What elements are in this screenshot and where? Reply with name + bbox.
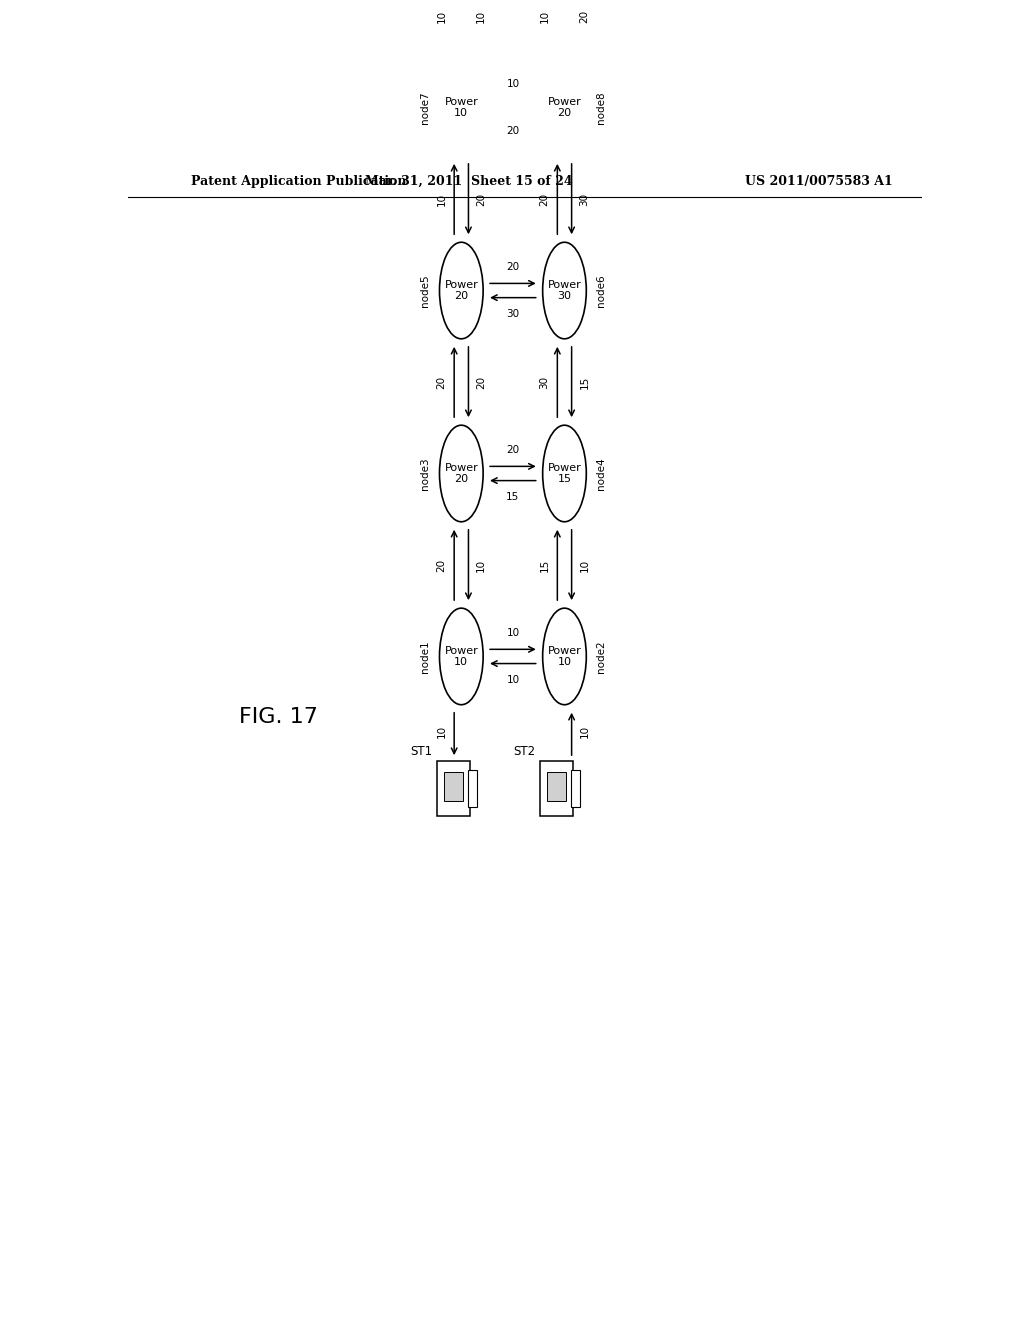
FancyBboxPatch shape [570,770,581,808]
Text: 10: 10 [436,9,446,22]
Ellipse shape [543,243,587,339]
Text: 30: 30 [580,193,590,206]
Text: 30: 30 [540,375,550,388]
Text: 20: 20 [506,263,519,272]
Text: Power
15: Power 15 [548,463,582,484]
Text: 20: 20 [506,125,519,136]
Ellipse shape [439,425,483,521]
Text: ST2: ST2 [513,744,536,758]
Text: node5: node5 [420,275,430,306]
Text: ST1: ST1 [410,744,432,758]
Text: Power
20: Power 20 [548,96,582,119]
FancyBboxPatch shape [540,762,573,816]
Text: Power
10: Power 10 [444,96,478,119]
Text: node8: node8 [596,91,606,124]
Text: node7: node7 [420,91,430,124]
Text: 10: 10 [506,628,519,638]
Text: FIG. 17: FIG. 17 [240,708,318,727]
Text: 15: 15 [540,558,550,572]
Text: 15: 15 [506,492,519,502]
Text: 20: 20 [540,193,550,206]
FancyBboxPatch shape [436,762,470,816]
Text: 10: 10 [436,193,446,206]
Text: node4: node4 [596,457,606,490]
Text: Power
20: Power 20 [444,463,478,484]
Text: 30: 30 [506,309,519,319]
Text: 10: 10 [540,9,550,22]
Text: Power
10: Power 10 [444,645,478,667]
Ellipse shape [439,59,483,156]
Text: Patent Application Publication: Patent Application Publication [191,176,407,189]
Text: 20: 20 [506,445,519,455]
Text: 20: 20 [436,375,446,388]
Text: node6: node6 [596,275,606,306]
FancyBboxPatch shape [547,772,566,801]
Text: node1: node1 [420,640,430,673]
Ellipse shape [543,609,587,705]
Text: node2: node2 [596,640,606,673]
Text: 10: 10 [476,9,486,22]
Ellipse shape [439,243,483,339]
Text: US 2011/0075583 A1: US 2011/0075583 A1 [744,176,892,189]
Text: 10: 10 [436,725,446,738]
Text: Power
30: Power 30 [548,280,582,301]
Ellipse shape [543,59,587,156]
Text: 15: 15 [580,375,590,388]
Ellipse shape [439,609,483,705]
Text: 20: 20 [580,9,590,22]
Text: 10: 10 [476,558,486,572]
FancyBboxPatch shape [444,772,463,801]
Text: 20: 20 [476,193,486,206]
Text: 20: 20 [436,558,446,572]
Text: Power
20: Power 20 [444,280,478,301]
Text: 20: 20 [476,375,486,388]
Text: 10: 10 [580,558,590,572]
Text: Power
10: Power 10 [548,645,582,667]
Text: 10: 10 [506,79,519,90]
FancyBboxPatch shape [468,770,477,808]
Ellipse shape [543,425,587,521]
Text: 10: 10 [580,725,590,738]
Text: Mar. 31, 2011  Sheet 15 of 24: Mar. 31, 2011 Sheet 15 of 24 [366,176,573,189]
Text: 10: 10 [506,675,519,685]
Text: node3: node3 [420,457,430,490]
